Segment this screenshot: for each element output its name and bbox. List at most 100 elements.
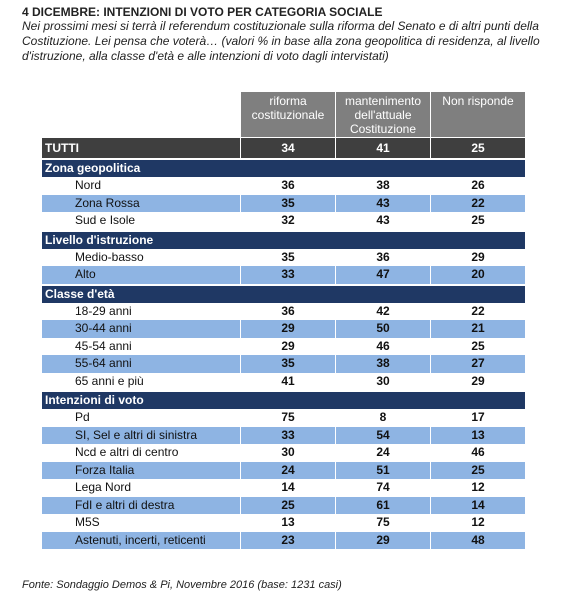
total-row: TUTTI 34 41 25 [42,138,525,158]
row-label: Medio-basso [75,249,144,264]
cell: 25 [240,496,335,514]
cell: 48 [430,531,525,549]
cell: 24 [335,444,430,462]
cell: 33 [240,426,335,444]
cell: 21 [430,320,525,338]
cell: 50 [335,320,430,338]
cell: 75 [335,514,430,532]
cell: 32 [240,212,335,230]
row-label: FdI e altri di destra [75,497,175,512]
cell: 41 [240,372,335,390]
cell: 12 [430,514,525,532]
cell: 30 [335,372,430,390]
cell: 29 [240,337,335,355]
cell: 47 [335,266,430,284]
cell: 27 [430,355,525,373]
title: 4 DICEMBRE: INTENZIONI DI VOTO PER CATEG… [22,5,383,19]
corner [42,92,240,137]
cell: 38 [335,355,430,373]
cell: 36 [240,302,335,320]
cell: 74 [335,479,430,497]
cell: 26 [430,177,525,195]
group-header: Intenzioni di voto [42,392,525,409]
row-label: Astenuti, incerti, reticenti [75,532,206,547]
cell: 30 [240,444,335,462]
cell: 25 [430,138,525,158]
data-row: Zona Rossa 35 43 22 [42,194,525,212]
row-label: 18-29 anni [75,303,132,318]
cell: 14 [430,496,525,514]
cell: 22 [430,302,525,320]
group-header: Zona geopolitica [42,160,525,177]
row-label: Sud e Isole [75,213,136,227]
cell: 29 [430,372,525,390]
cell: 8 [335,409,430,427]
column-header: Non risponde [430,92,525,137]
row-label: 30-44 anni [75,321,132,335]
cell: 13 [430,426,525,444]
cell: 17 [430,409,525,427]
cell: 34 [240,138,335,158]
cell: 51 [335,461,430,479]
column-header: mantenimento dell'attuale Costituzione [335,92,430,137]
cell: 46 [335,337,430,355]
cell: 35 [240,194,335,212]
row-label: 65 anni e più [75,373,144,388]
source: Fonte: Sondaggio Demos & Pi, Novembre 20… [22,579,342,591]
data-row: Astenuti, incerti, reticenti 23 29 48 [42,531,525,549]
cell: 14 [240,479,335,497]
row-label: Lega Nord [75,480,132,494]
data-row: Pd 75 8 17 [42,409,525,427]
column-header: riforma costituzionale [240,92,335,137]
cell: 46 [430,444,525,462]
cell: 61 [335,496,430,514]
data-row: Nord 36 38 26 [42,177,525,195]
row-label: 55-64 anni [75,356,132,370]
data-row: Alto 33 47 20 [42,266,525,284]
row-label: SI, Sel e altri di sinistra [75,427,198,442]
row-label: Alto [75,267,96,281]
data-row: M5S 13 75 12 [42,514,525,532]
data-row: 55-64 anni 35 38 27 [42,355,525,373]
cell: 75 [240,409,335,427]
group-header: Classe d'età [42,285,525,303]
row-label: 45-54 anni [75,338,132,353]
cell: 42 [335,302,430,320]
subtitle: Nei prossimi mesi si terrà il referendum… [22,19,540,63]
cell: 25 [430,337,525,355]
cell: 33 [240,266,335,284]
data-row: Forza Italia 24 51 25 [42,461,525,479]
cell: 13 [240,514,335,532]
data-row: Medio-basso 35 36 29 [42,248,525,266]
cell: 38 [335,177,430,195]
cell: 43 [335,212,430,230]
cell: 29 [240,320,335,338]
cell: 35 [240,355,335,373]
cell: 23 [240,531,335,549]
cell: 35 [240,248,335,266]
row-label: Nord [75,178,102,192]
data-row: FdI e altri di destra 25 61 14 [42,496,525,514]
cell: 36 [240,177,335,195]
data-row: Ncd e altri di centro 30 24 46 [42,444,525,462]
table: riforma costituzionale mantenimento dell'… [42,92,525,549]
cell: 29 [430,248,525,266]
cell: 41 [335,138,430,158]
cell: 43 [335,194,430,212]
cell: 25 [430,461,525,479]
cell: 24 [240,461,335,479]
row-label: M5S [75,515,100,529]
row-label: Forza Italia [75,462,135,477]
data-row: 65 anni e più 41 30 29 [42,372,525,390]
data-row: 18-29 anni 36 42 22 [42,302,525,320]
cell: 12 [430,479,525,497]
data-row: 30-44 anni 29 50 21 [42,320,525,338]
data-row: Sud e Isole 32 43 25 [42,212,525,230]
cell: 22 [430,194,525,212]
header-row: riforma costituzionale mantenimento dell'… [42,92,525,137]
row-label: TUTTI [45,141,79,155]
row-label: Zona Rossa [75,195,140,210]
cell: 36 [335,248,430,266]
data-row: SI, Sel e altri di sinistra 33 54 13 [42,426,525,444]
